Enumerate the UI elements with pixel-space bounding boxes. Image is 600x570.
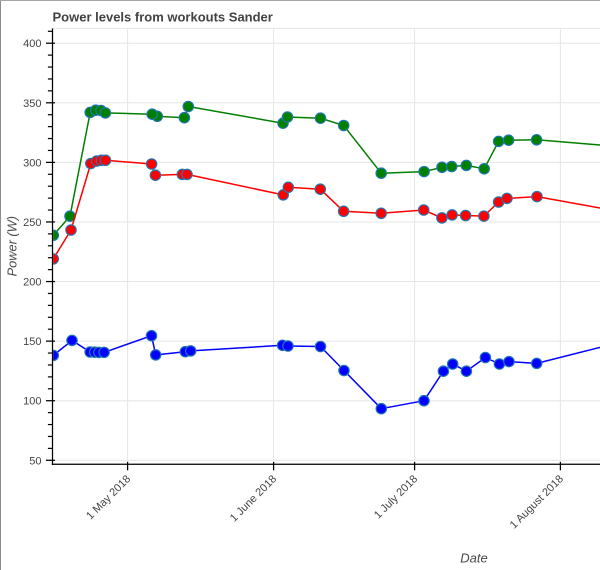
- svg-text:Power (W): Power (W): [5, 216, 20, 276]
- svg-text:Date: Date: [460, 551, 487, 566]
- svg-text:400: 400: [23, 38, 41, 50]
- svg-text:200: 200: [23, 277, 41, 289]
- svg-text:100: 100: [23, 396, 41, 408]
- svg-text:50: 50: [29, 455, 41, 467]
- svg-text:Power levels from workouts San: Power levels from workouts Sander: [53, 10, 273, 25]
- svg-text:350: 350: [23, 98, 41, 110]
- svg-text:150: 150: [23, 336, 41, 348]
- svg-text:250: 250: [23, 217, 41, 229]
- svg-text:300: 300: [23, 157, 41, 169]
